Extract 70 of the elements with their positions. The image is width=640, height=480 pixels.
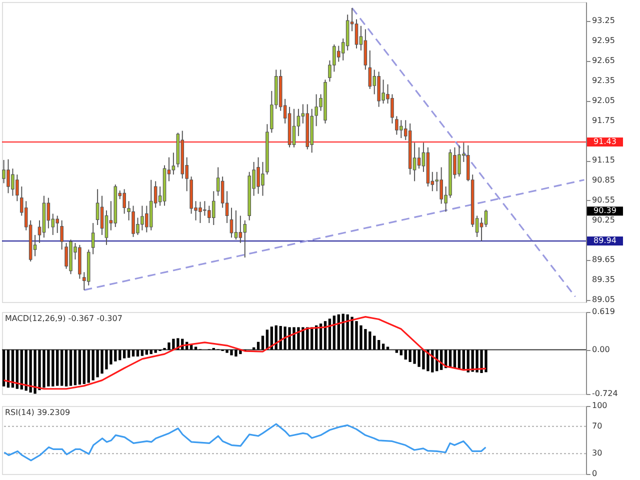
bar bbox=[400, 350, 402, 356]
y-tick-label: 92.05 bbox=[592, 96, 615, 105]
bar bbox=[261, 336, 264, 350]
bar bbox=[382, 344, 385, 350]
y-tick-label: 91.75 bbox=[592, 116, 615, 125]
candlestick bbox=[96, 188, 100, 226]
y-tick-label: 0.619 bbox=[592, 307, 615, 316]
ref-line-label: 89.94 bbox=[594, 236, 616, 245]
bar bbox=[60, 350, 64, 386]
y-tick-label: 89.65 bbox=[592, 255, 615, 264]
line-series bbox=[2, 316, 487, 390]
bar bbox=[69, 350, 72, 386]
y-tick-label: 30 bbox=[592, 448, 602, 458]
candlestick bbox=[91, 222, 95, 255]
candlestick bbox=[100, 195, 104, 236]
y-tick-label: 0 bbox=[592, 469, 598, 478]
bar bbox=[64, 350, 68, 386]
candlestick bbox=[417, 146, 421, 170]
y-tick-label: 92.95 bbox=[592, 36, 615, 46]
line-series bbox=[3, 423, 486, 462]
candlestick bbox=[104, 210, 108, 246]
y-tick-label: 91.15 bbox=[592, 156, 615, 165]
bar bbox=[82, 350, 86, 384]
bar bbox=[2, 350, 6, 386]
bar bbox=[136, 350, 140, 357]
candlestick bbox=[292, 108, 296, 148]
candlestick bbox=[484, 209, 488, 228]
bar bbox=[78, 350, 82, 385]
bar bbox=[118, 350, 122, 360]
y-tick-label: 92.65 bbox=[592, 56, 615, 66]
bar bbox=[448, 350, 452, 367]
bar bbox=[122, 350, 126, 358]
chart-title: RSI(14) 39.2309 bbox=[5, 408, 70, 417]
candlestick bbox=[46, 197, 50, 229]
bar bbox=[332, 316, 336, 350]
candlestick bbox=[60, 220, 64, 250]
y-tick-label: 89.05 bbox=[592, 295, 615, 304]
y-tick-label: 93.25 bbox=[592, 16, 615, 26]
y-tick-label: 90.55 bbox=[592, 195, 615, 204]
chart-title: MACD(12,26,9) -0.367 -0.307 bbox=[5, 314, 122, 323]
y-tick-label: 90.25 bbox=[592, 215, 615, 224]
y-tick-label: 0.00 bbox=[592, 344, 610, 354]
bar bbox=[256, 342, 260, 350]
candlestick bbox=[243, 220, 247, 258]
bar bbox=[328, 318, 332, 350]
bar bbox=[140, 350, 144, 356]
candlestick bbox=[172, 152, 176, 176]
y-tick-label: 70 bbox=[592, 421, 602, 430]
candlestick bbox=[230, 207, 234, 238]
bar bbox=[395, 350, 398, 353]
bar bbox=[194, 346, 198, 350]
ref-line-label: 91.43 bbox=[594, 137, 616, 146]
bar bbox=[252, 347, 256, 350]
text: 90.39 bbox=[594, 206, 616, 216]
bar bbox=[377, 340, 380, 350]
y-tick-label: -0.724 bbox=[592, 389, 618, 398]
candlestick bbox=[354, 18, 358, 49]
y-tick-label: 89.35 bbox=[592, 275, 615, 284]
bar bbox=[386, 346, 390, 350]
y-tick-label: 90.85 bbox=[592, 176, 615, 185]
bar bbox=[56, 350, 59, 386]
bar bbox=[373, 336, 376, 350]
candlestick bbox=[238, 215, 242, 244]
candlestick bbox=[212, 190, 216, 226]
bar bbox=[74, 350, 77, 386]
candlestick bbox=[368, 50, 372, 90]
candlestick bbox=[234, 210, 238, 240]
y-tick-label: 92.35 bbox=[592, 76, 615, 85]
bar bbox=[132, 350, 135, 357]
y-tick-label: 100 bbox=[592, 401, 608, 410]
